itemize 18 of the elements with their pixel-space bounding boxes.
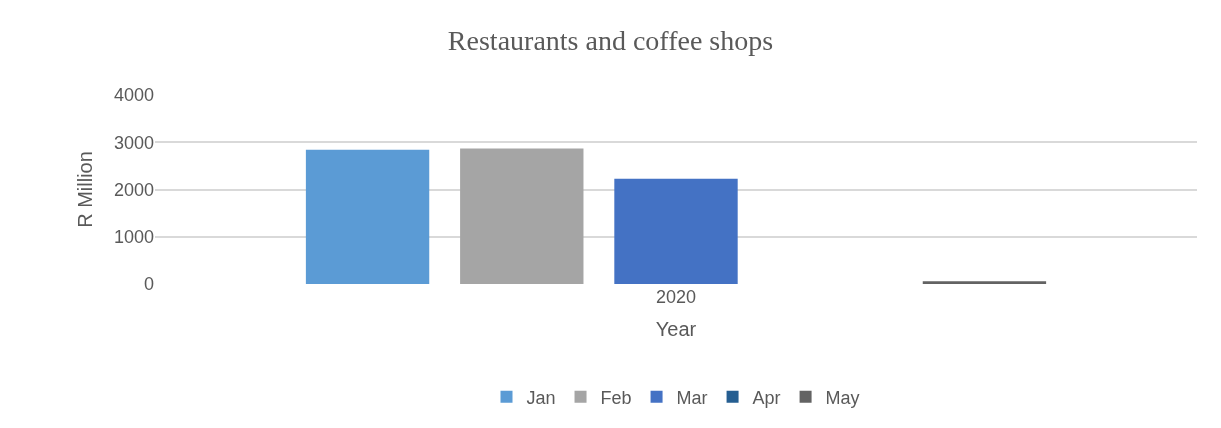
x-axis-title: Year bbox=[655, 317, 697, 340]
y-tick-label: 0 bbox=[143, 274, 154, 295]
y-tick-label: 2000 bbox=[113, 179, 154, 200]
y-tick-label: 3000 bbox=[113, 132, 154, 153]
bar bbox=[460, 148, 584, 284]
legend-label: Apr bbox=[752, 387, 781, 408]
legend-label: Jan bbox=[526, 387, 556, 408]
y-tick-label: 4000 bbox=[113, 85, 154, 106]
bar bbox=[922, 281, 1047, 284]
chart-title: Restaurants and coffee shops bbox=[447, 24, 774, 56]
legend-label: Mar bbox=[676, 387, 708, 408]
y-axis-title: R Million bbox=[74, 151, 97, 228]
y-tick-label: 1000 bbox=[113, 227, 154, 248]
legend-label: Feb bbox=[600, 387, 632, 408]
bar bbox=[305, 149, 430, 284]
x-tick-label: 2020 bbox=[655, 287, 697, 307]
bar bbox=[614, 178, 738, 284]
legend-label: May bbox=[825, 387, 860, 408]
